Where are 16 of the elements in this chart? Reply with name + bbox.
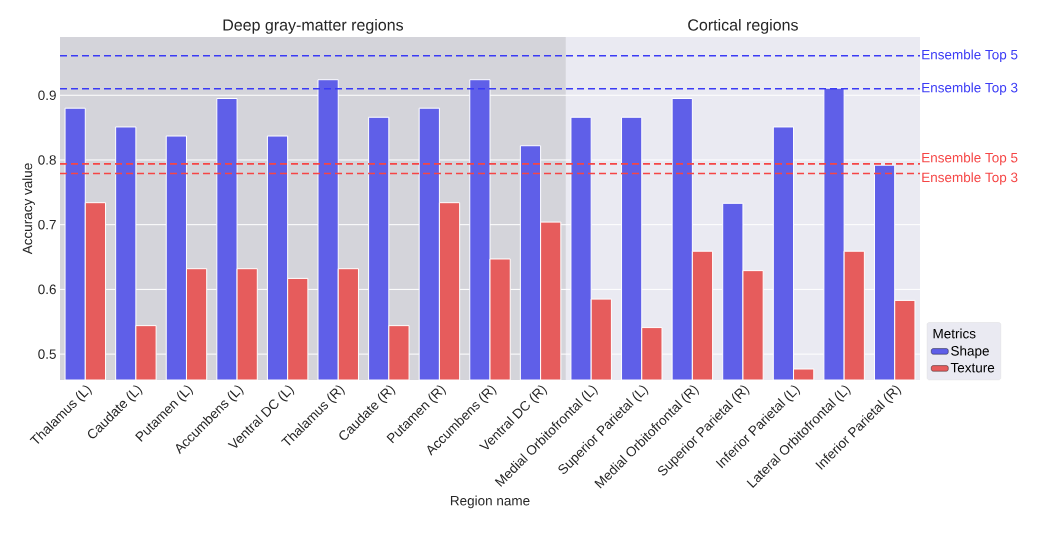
y-tick-label: 0.6	[38, 284, 56, 295]
ref-line-label: Ensemble Top 3	[922, 82, 1018, 96]
x-axis-title: Region name	[450, 495, 530, 509]
ref-line-label: Ensemble Top 3	[922, 172, 1018, 185]
legend-title: Metrics	[933, 328, 976, 339]
y-tick-label: 0.7	[38, 219, 56, 230]
y-axis-title: Accuracy value	[22, 163, 35, 255]
ref-line-label: Ensemble Top 5	[922, 49, 1018, 63]
legend-label: Texture	[950, 363, 995, 373]
y-tick-label: 0.9	[38, 90, 56, 101]
legend-label: Shape	[951, 345, 989, 359]
y-tick-label: 0.5	[38, 349, 56, 359]
ref-line-label: Ensemble Top 5	[922, 152, 1018, 166]
y-tick-label: 0.8	[38, 155, 56, 165]
band-label: Deep gray-matter regions	[223, 18, 404, 34]
band-label: Cortical regions	[688, 18, 798, 34]
